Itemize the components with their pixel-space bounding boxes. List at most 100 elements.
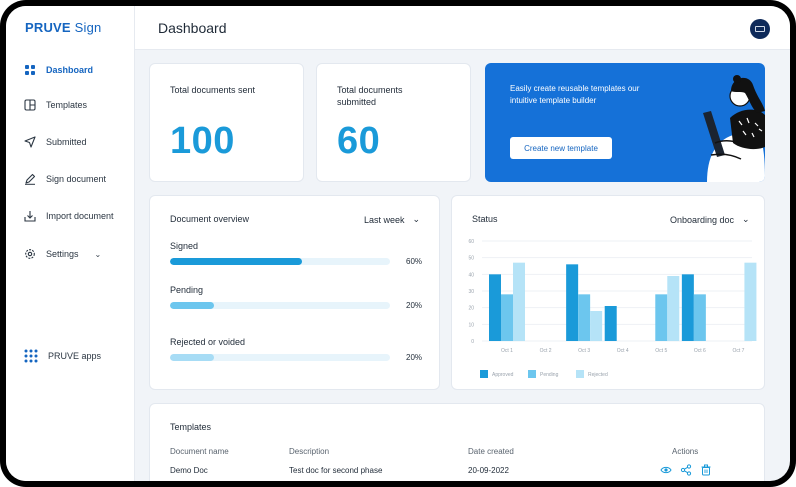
- x-tick-label: Oct 5: [655, 348, 667, 354]
- legend-swatch: [528, 370, 536, 378]
- overview-row-label: Pending: [170, 285, 204, 295]
- x-tick-label: Oct 7: [732, 348, 744, 354]
- bar: [744, 262, 757, 341]
- woman-laptop-illustration: [703, 75, 765, 182]
- legend-label: Rejected: [588, 372, 608, 378]
- trash-icon[interactable]: [700, 464, 712, 476]
- stat-card-submitted: Total documents submitted 60: [316, 63, 471, 182]
- gear-icon: [25, 249, 35, 259]
- chevron-down-icon: ⌄: [412, 214, 421, 224]
- x-tick-label: Oct 4: [617, 348, 629, 354]
- overview-row-percent: 20%: [406, 301, 423, 310]
- bar: [513, 262, 525, 341]
- stat-value: 100: [170, 120, 235, 162]
- eye-icon[interactable]: [660, 464, 672, 476]
- x-tick-label: Oct 6: [694, 348, 706, 354]
- overview-row-percent: 60%: [406, 257, 423, 266]
- status-bar-chart: 0 10 20 30 40 50 60 Oct 1 Oct 2 Oct 3 Oct 4 Oct 5 Oc…: [468, 239, 757, 378]
- overview-title: Document overview: [170, 214, 250, 224]
- stat-label: Total documents submitted: [337, 85, 403, 107]
- legend-swatch: [480, 370, 488, 378]
- y-tick-label: 10: [468, 322, 474, 328]
- bar: [604, 306, 617, 341]
- stat-value: 60: [337, 120, 381, 162]
- sidebar-item-label: Templates: [46, 100, 88, 110]
- templates-title: Templates: [170, 422, 212, 432]
- promo-banner: Easily create reusable templates our int…: [485, 63, 765, 182]
- sidebar-item-label: Sign document: [46, 174, 107, 184]
- sidebar-item-settings[interactable]: Settings ⌄: [24, 245, 101, 263]
- sidebar-item-import-document[interactable]: Import document: [24, 207, 114, 225]
- y-tick-label: 50: [468, 256, 474, 262]
- sidebar-item-label: Settings: [46, 249, 79, 259]
- create-template-button[interactable]: Create new template: [510, 137, 612, 159]
- progress-fill: [170, 302, 214, 309]
- top-header: Dashboard: [135, 6, 790, 50]
- rejected-progress-bar: [170, 354, 390, 361]
- stat-label: Total documents sent: [170, 85, 256, 95]
- app-logo[interactable]: PRUVE Sign: [25, 20, 102, 35]
- app-screen: PRUVE Sign Dashboard Templates Submitted: [6, 6, 790, 481]
- bar: [501, 294, 513, 341]
- chevron-down-icon: ⌄: [742, 214, 750, 224]
- promo-text: Easily create reusable templates our int…: [510, 84, 640, 105]
- sidebar-item-templates[interactable]: Templates: [24, 96, 87, 114]
- sidebar-item-label: Submitted: [46, 137, 87, 147]
- chevron-down-icon[interactable]: ⌄: [94, 249, 102, 259]
- status-title: Status: [472, 214, 498, 224]
- legend-swatch: [576, 370, 584, 378]
- sidebar: PRUVE Sign Dashboard Templates Submitted: [6, 6, 135, 481]
- grid-icon: [25, 65, 35, 75]
- column-header: Document name: [170, 447, 229, 456]
- document-overview-card: Document overview Last week ⌄ Signed 60%…: [149, 195, 440, 390]
- sidebar-item-submitted[interactable]: Submitted: [24, 133, 87, 151]
- template-icon: [24, 99, 36, 111]
- overview-row-label: Rejected or voided: [170, 337, 246, 347]
- y-tick-label: 40: [468, 272, 474, 278]
- pruve-apps-button[interactable]: PRUVE apps: [24, 347, 101, 365]
- document-filter-dropdown[interactable]: Onboarding doc ⌄: [670, 214, 750, 225]
- legend-label: Approved: [492, 372, 514, 378]
- bar: [566, 264, 579, 341]
- template-description: Test doc for second phase: [289, 466, 383, 475]
- sidebar-item-label: Dashboard: [46, 65, 94, 75]
- column-header: Date created: [468, 447, 514, 456]
- stat-card-sent: Total documents sent 100: [149, 63, 304, 182]
- sidebar-item-dashboard[interactable]: Dashboard: [24, 61, 93, 79]
- column-header: Actions: [672, 447, 699, 456]
- document-filter-value: Onboarding doc: [670, 214, 735, 225]
- y-tick-label: 0: [471, 339, 474, 345]
- y-tick-label: 30: [468, 289, 474, 295]
- x-tick-label: Oct 1: [501, 348, 513, 354]
- share-icon[interactable]: [680, 464, 692, 476]
- send-icon: [24, 136, 36, 148]
- progress-fill: [170, 258, 302, 265]
- range-dropdown[interactable]: Last week ⌄: [364, 214, 420, 225]
- template-date: 20-09-2022: [468, 466, 509, 475]
- user-badge-icon: [755, 26, 765, 32]
- bar: [489, 274, 501, 341]
- templates-card: Templates Document name Description Date…: [149, 403, 765, 481]
- page-title: Dashboard: [158, 20, 227, 36]
- template-name[interactable]: Demo Doc: [170, 466, 208, 475]
- status-card: Status Onboarding doc ⌄ 0 10 20 30 40 50 60 Oct…: [451, 195, 765, 390]
- sidebar-item-sign-document[interactable]: Sign document: [24, 170, 106, 188]
- range-dropdown-value: Last week: [364, 214, 405, 225]
- pen-icon: [25, 173, 36, 185]
- bar: [590, 311, 603, 341]
- y-tick-label: 60: [468, 239, 474, 245]
- bar: [667, 276, 680, 341]
- legend-label: Pending: [540, 372, 559, 378]
- column-header: Description: [289, 447, 330, 456]
- sidebar-item-label: Import document: [46, 211, 114, 221]
- signed-progress-bar: [170, 258, 390, 265]
- overview-row-label: Signed: [170, 241, 199, 251]
- pruve-apps-label: PRUVE apps: [48, 351, 102, 361]
- overview-row-percent: 20%: [406, 353, 423, 362]
- bar: [578, 294, 591, 341]
- x-tick-label: Oct 2: [540, 348, 552, 354]
- bar: [655, 294, 668, 341]
- pending-progress-bar: [170, 302, 390, 309]
- avatar[interactable]: [750, 19, 770, 39]
